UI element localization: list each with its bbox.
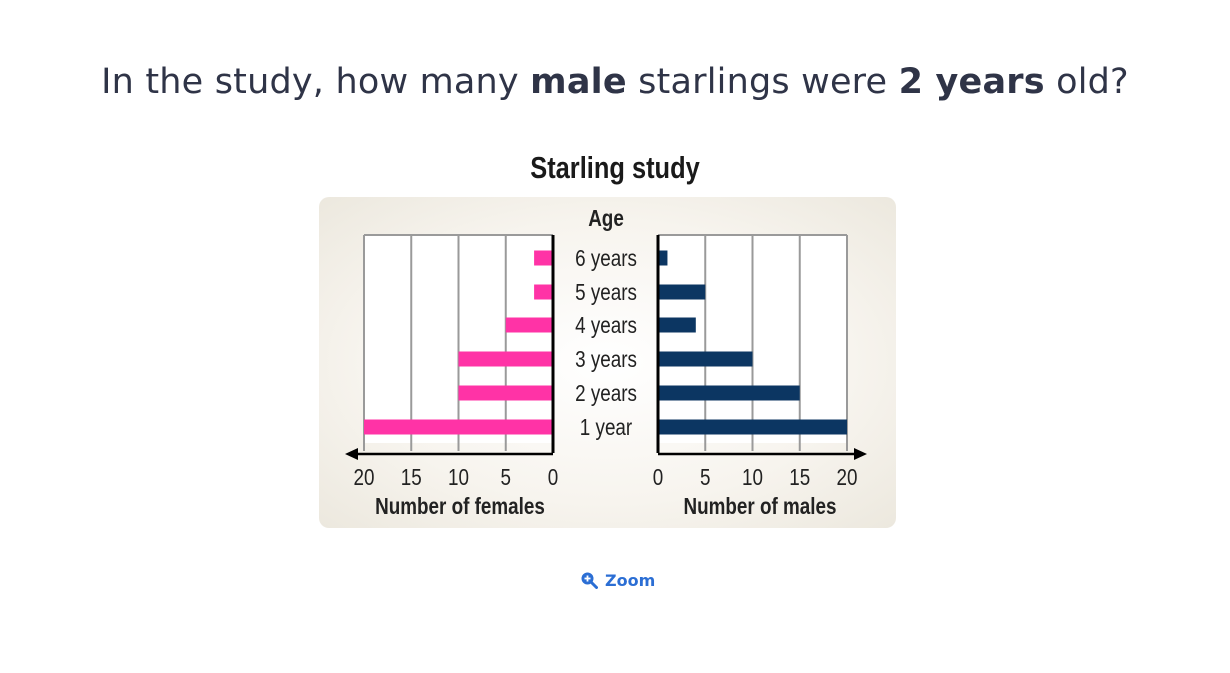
males-tick-label: 15 xyxy=(789,465,810,490)
female-bar xyxy=(505,317,553,333)
age-label: 1 year xyxy=(580,415,632,440)
question-bold-age: 2 years xyxy=(898,62,1045,102)
females-tick-label: 20 xyxy=(354,465,375,490)
female-bar xyxy=(534,250,553,266)
male-bar xyxy=(658,284,706,300)
females-tick-label: 5 xyxy=(501,465,511,490)
male-bar xyxy=(658,419,847,435)
question-bold-male: male xyxy=(530,62,627,102)
zoom-label: Zoom xyxy=(605,570,656,590)
male-bar xyxy=(658,351,753,367)
females-tick-label: 0 xyxy=(548,465,558,490)
males-axis-label: Number of males xyxy=(684,494,837,519)
question-part-1: In the study, how many xyxy=(101,62,531,102)
zoom-button[interactable]: Zoom xyxy=(580,568,655,592)
females-axis-arrow xyxy=(345,448,358,460)
age-label: 4 years xyxy=(575,313,637,338)
question-part-3: old? xyxy=(1044,62,1129,102)
males-tick-label: 0 xyxy=(653,465,663,490)
age-label: 6 years xyxy=(575,246,637,271)
age-label: 3 years xyxy=(575,347,637,372)
female-bar xyxy=(534,284,553,300)
question-text: In the study, how many male starlings we… xyxy=(0,62,1230,102)
males-tick-label: 10 xyxy=(742,465,763,490)
male-bar xyxy=(658,250,668,266)
females-axis-label: Number of females xyxy=(375,494,545,519)
male-bar xyxy=(658,317,696,333)
male-bar xyxy=(658,385,800,401)
females-tick-label: 15 xyxy=(401,465,422,490)
chart-title: Starling study xyxy=(530,150,700,185)
age-label: 5 years xyxy=(575,280,637,305)
age-axis-label: Age xyxy=(588,206,624,231)
female-bar xyxy=(458,351,553,367)
zoom-in-icon xyxy=(581,572,598,589)
question-part-2: starlings were xyxy=(626,62,899,102)
males-tick-label: 20 xyxy=(837,465,858,490)
age-label: 2 years xyxy=(575,381,637,406)
males-axis-arrow xyxy=(854,448,867,460)
males-tick-label: 5 xyxy=(700,465,710,490)
females-tick-label: 10 xyxy=(448,465,469,490)
female-bar xyxy=(364,419,553,435)
female-bar xyxy=(458,385,553,401)
